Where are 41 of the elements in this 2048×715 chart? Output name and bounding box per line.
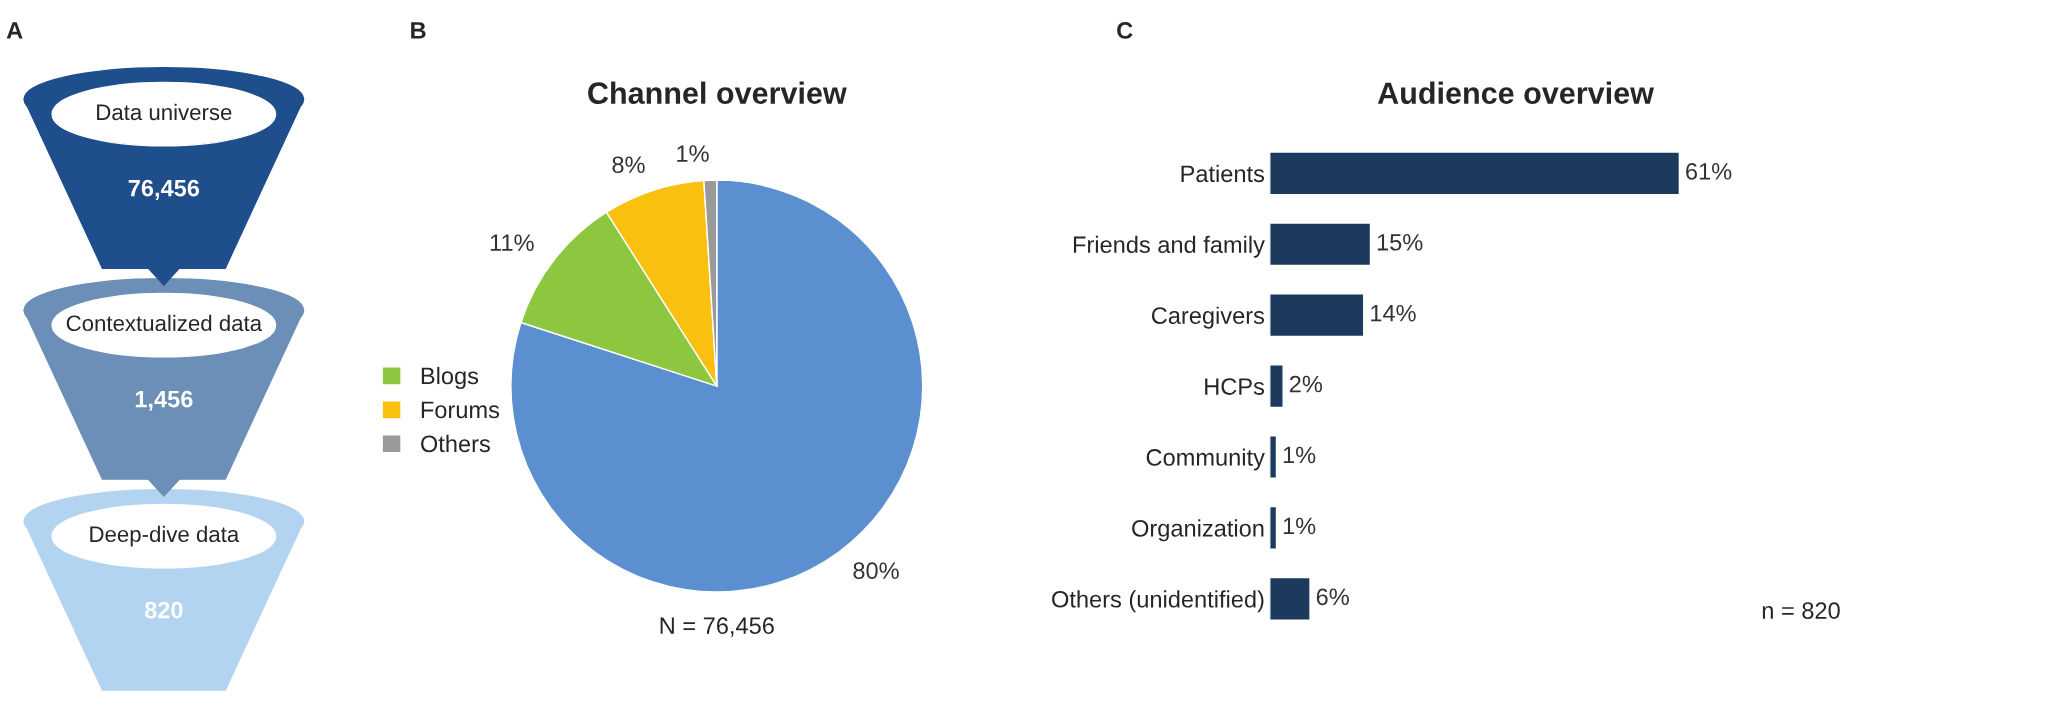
y-tick-label: HCPs [1205, 378, 1265, 395]
bar [1269, 576, 1311, 621]
y-tick-label: Organization [1132, 519, 1264, 542]
bar [1269, 293, 1365, 338]
bar [1269, 435, 1278, 479]
legend-label: Blogs [421, 366, 479, 389]
legend-label: Forums [421, 401, 500, 419]
legend-label: Others [421, 434, 490, 453]
bar [1269, 151, 1681, 196]
y-tick-label: Friends and family [1073, 235, 1265, 258]
bar [1269, 222, 1372, 267]
text: A [6, 22, 23, 39]
text: 1,456 [135, 390, 193, 411]
data-label: 1% [1283, 446, 1316, 464]
text: n = 820 [1762, 602, 1840, 619]
text: 820 [144, 601, 183, 619]
text: C [1117, 22, 1133, 39]
text: N = 76,456 [660, 617, 774, 637]
chart-title: Audience overview [1377, 81, 1654, 104]
data-label: 2% [1289, 375, 1323, 393]
data-label: 8% [612, 156, 645, 174]
data-label: 1% [1283, 517, 1316, 535]
data-label: 15% [1377, 234, 1423, 251]
y-tick-label: Others (unidentified) [1052, 590, 1264, 613]
category-label: Deep-dive data [90, 525, 240, 547]
category-label: Contextualized data [66, 314, 263, 332]
y-tick-label: Caregivers [1151, 306, 1265, 329]
data-label: 61% [1686, 162, 1732, 180]
data-label: 14% [1371, 304, 1416, 322]
y-tick-label: Patients [1181, 164, 1265, 183]
data-label: 80% [853, 562, 899, 580]
text: B [411, 22, 426, 39]
y-tick-label: Community [1146, 448, 1265, 471]
category-label: Data universe [97, 103, 232, 121]
text: 76,456 [128, 179, 200, 200]
bar [1269, 364, 1284, 409]
chart-title: Channel overview [588, 81, 847, 104]
data-label: 11% [490, 234, 534, 251]
data-label: 6% [1316, 588, 1349, 606]
bar [1269, 505, 1278, 550]
data-label: 1% [677, 145, 709, 162]
